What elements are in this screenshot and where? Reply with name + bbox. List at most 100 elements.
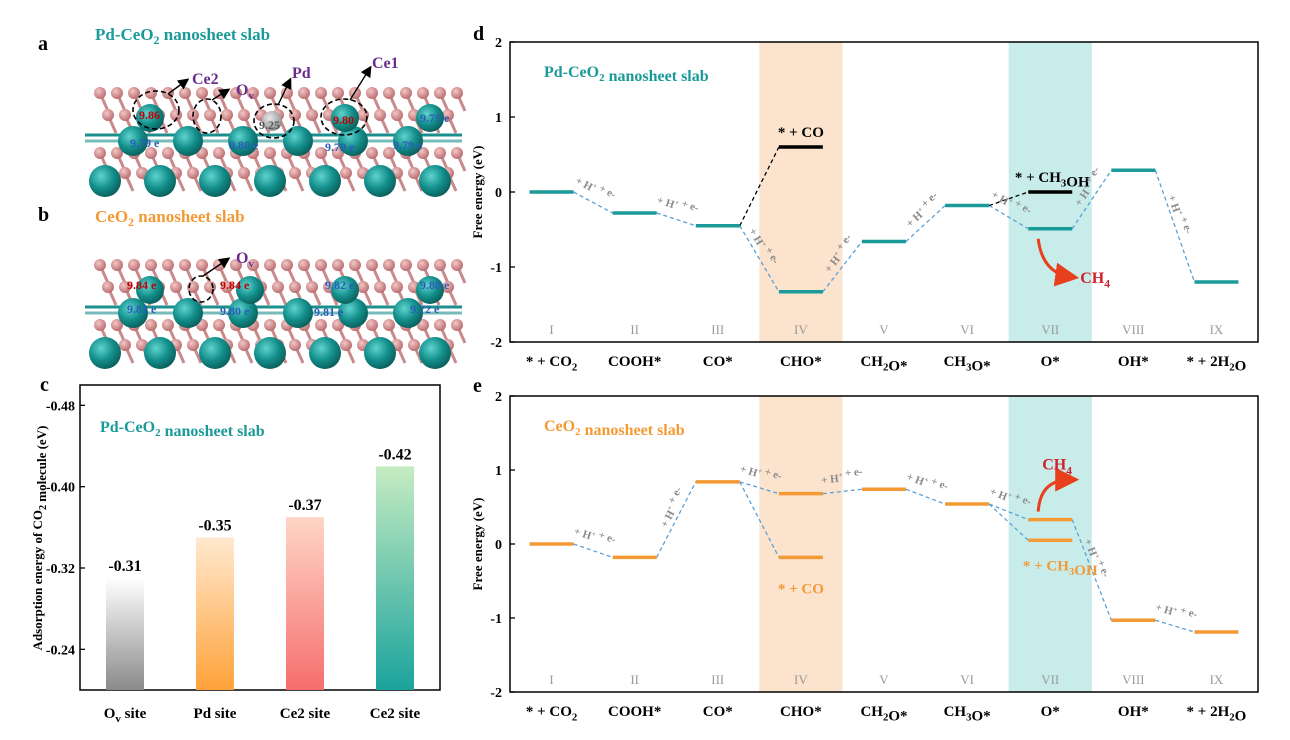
ce1-site-circle <box>320 98 368 136</box>
plot-frame <box>509 395 1259 693</box>
side-connector <box>739 146 780 227</box>
label-ce2: Ce2 <box>192 71 219 88</box>
species-label: CH2O* <box>860 704 907 725</box>
label-ov-a: Ov <box>236 82 254 102</box>
ytick-label: 0 <box>495 186 502 201</box>
ytick-label: -1 <box>490 612 502 627</box>
charge-a-pd: 9.25 <box>259 118 280 132</box>
c-value-label: -0.31 <box>108 558 141 575</box>
charge-a-blue-2: 9.80 e <box>229 138 259 152</box>
label-pd: Pd <box>292 65 311 82</box>
step-numeral: IV <box>794 672 808 687</box>
highlight-band <box>759 42 843 342</box>
species-label: COOH* <box>608 704 661 720</box>
connector <box>1154 170 1196 283</box>
connector <box>573 543 613 558</box>
side-level-label: * + CO <box>778 125 824 141</box>
slab-a-atoms <box>85 87 467 197</box>
species-label: COOH* <box>608 354 661 370</box>
ytick-label: 2 <box>495 36 502 51</box>
ce2-arrow <box>167 78 190 95</box>
connector <box>656 212 696 227</box>
panel-b-title: CeO2 nanosheet slab <box>95 207 245 229</box>
step-numeral: VI <box>960 322 974 337</box>
c-bar <box>286 517 324 690</box>
c-value-label: -0.35 <box>198 518 231 535</box>
plot-title: Pd-CeO2 nanosheet slab <box>544 64 709 85</box>
ytick-label: 0 <box>495 538 502 553</box>
c-value-label: -0.37 <box>288 497 321 514</box>
h-plus-e-label: + H+ + e- <box>655 190 700 219</box>
charge-b-blue-4: 9.82 e <box>325 278 355 292</box>
connector <box>1155 619 1195 633</box>
panel-label-b: b <box>38 204 49 226</box>
step-numeral: VII <box>1041 672 1059 687</box>
species-label: * + 2H2O <box>1187 354 1247 375</box>
ytick-label: -2 <box>490 336 502 351</box>
ch4-label: CH4 <box>1080 270 1110 291</box>
connector <box>822 241 863 293</box>
ce2-site-circle <box>132 90 180 130</box>
species-label: CHO* <box>780 354 822 370</box>
panel-label-a: a <box>38 33 48 55</box>
step-numeral: III <box>711 322 724 337</box>
ov-arrow-b <box>202 257 231 277</box>
charge-a-red-2: 9.80 <box>333 113 354 127</box>
species-label: CH2O* <box>860 354 907 375</box>
charge-b-blue-1: 9.81 e <box>127 302 157 316</box>
h-plus-e-label: + H+ + e- <box>905 467 950 497</box>
charge-a-red-1: 9.86 <box>139 108 160 122</box>
side-level-label: * + CH3OH <box>1015 170 1090 191</box>
step-numeral: VI <box>960 672 974 687</box>
charge-b-blue-6: 9.72 e <box>410 302 440 316</box>
panel-b-structure: CeO2 nanosheet slab Ov 9.84 e 9.84 e 9.8… <box>85 207 467 369</box>
c-ylabel: Adsorption energy of CO2 molecule (eV) <box>30 426 49 651</box>
step-numeral: VII <box>1041 322 1059 337</box>
species-label: CO* <box>703 354 733 370</box>
charge-a-blue-3: 9.79 e <box>325 140 355 154</box>
h-plus-e-label: + H+ + e- <box>820 466 864 487</box>
step-numeral: IV <box>794 322 808 337</box>
step-numeral: II <box>630 672 639 687</box>
panel-e-energy-diagram: -2 -1 0 1 2 Free energy (eV) CeO2 nanosheet sl… <box>470 390 1259 725</box>
connector <box>1071 169 1112 230</box>
connector <box>988 204 1029 230</box>
charge-b-red-1: 9.84 e <box>127 278 157 292</box>
ytick-label: -2 <box>490 686 502 701</box>
label-ce1: Ce1 <box>372 55 399 72</box>
species-label: * + CO2 <box>526 354 577 374</box>
connector <box>1071 519 1112 621</box>
species-label: CO* <box>703 704 733 720</box>
side-connector <box>988 503 1029 541</box>
step-numeral: IX <box>1210 322 1224 337</box>
connector <box>905 488 946 505</box>
h-plus-e-label: + H+ + e- <box>1154 597 1199 625</box>
species-label: O* <box>1041 704 1060 720</box>
charge-a-blue-5: 9.79 e <box>420 111 450 125</box>
panel-label-d: d <box>473 23 484 45</box>
c-category-label: Pd site <box>194 706 237 722</box>
panel-c-bar-chart: -0.24 -0.32 -0.40 -0.48 Adsorption energy of… <box>30 384 441 725</box>
panel-d-energy-diagram: -2 -1 0 1 2 Free energy (eV) Pd-CeO2 nanosheet… <box>470 36 1259 375</box>
charge-a-blue-1: 9.79 e <box>130 136 160 150</box>
c-category-label: Ov site <box>104 706 147 725</box>
species-label: * + CO2 <box>526 704 577 724</box>
step-numeral: VIII <box>1122 322 1144 337</box>
step-numeral: I <box>549 322 553 337</box>
highlight-band <box>1008 396 1092 692</box>
connector <box>905 205 946 242</box>
c-bar <box>106 578 144 690</box>
label-ov-b: Ov <box>236 250 254 270</box>
ov-arrow <box>211 88 231 101</box>
panel-label-e: e <box>473 375 482 397</box>
slab-b-atoms <box>85 259 467 369</box>
h-plus-e-label: + H+ + e- <box>655 484 689 529</box>
ch4-label: CH4 <box>1042 457 1072 478</box>
panel-label-c: c <box>40 374 49 396</box>
step-numeral: II <box>630 322 639 337</box>
charge-b-blue-2: 9.80 e <box>220 304 250 318</box>
side-level-label: * + CO <box>778 581 824 597</box>
ov-site-circle-b <box>188 275 214 303</box>
c-ytick-label: -0.32 <box>46 562 75 577</box>
